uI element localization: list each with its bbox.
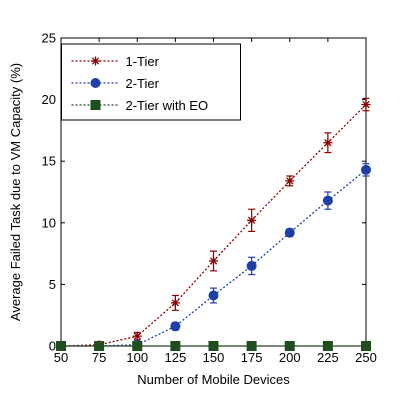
data-point-square (132, 341, 143, 351)
x-tick-label: 125 (165, 350, 187, 365)
y-tick-label: 10 (42, 215, 56, 230)
x-tick-label: 225 (317, 350, 339, 365)
data-point-circle (284, 227, 295, 238)
data-point-circle (170, 321, 181, 332)
data-point-square (246, 341, 257, 351)
x-tick-label: 75 (92, 350, 106, 365)
data-point-star (209, 256, 218, 266)
data-point-star (132, 331, 142, 341)
data-point-star (323, 138, 333, 148)
data-point-circle (322, 195, 333, 206)
x-tick-label: 200 (279, 350, 301, 365)
x-tick-label: 175 (241, 350, 263, 365)
data-point-square (208, 341, 219, 351)
data-point-square (284, 341, 295, 351)
x-tick-label: 100 (126, 350, 148, 365)
legend-item: 2-Tier with EO (71, 98, 209, 113)
data-point-square (94, 341, 105, 351)
legend-label: 1-Tier (126, 54, 160, 69)
x-tick-label: 150 (203, 350, 225, 365)
y-tick-label: 20 (42, 92, 56, 107)
legend-item: 2-Tier (71, 76, 160, 91)
data-point-circle (90, 78, 101, 88)
data-point-star (170, 298, 180, 308)
data-point-circle (246, 260, 257, 271)
data-point-star (361, 100, 371, 110)
x-axis-label: Number of Mobile Devices (137, 372, 290, 387)
data-point-square (56, 341, 66, 351)
data-point-circle (361, 164, 371, 175)
data-point-star (285, 176, 295, 186)
series-group (56, 97, 371, 351)
legend-label: 2-Tier (126, 76, 160, 91)
data-point-star (91, 56, 100, 66)
data-point-square (170, 341, 181, 351)
y-tick-label: 5 (49, 277, 56, 292)
legend: 1-Tier 2-Tier 2-Tier with EO (61, 43, 241, 121)
legend-label: 2-Tier with EO (126, 98, 209, 113)
x-tick-label: 250 (355, 350, 377, 365)
x-tick-label: 50 (54, 350, 68, 365)
y-tick-label: 25 (42, 31, 56, 46)
y-tick-label: 0 (49, 339, 56, 354)
series-3 (56, 341, 371, 351)
data-point-square (361, 341, 371, 351)
data-point-square (322, 341, 333, 351)
data-point-circle (208, 290, 219, 301)
y-axis-label: Average Failed Task due to VM Capacity (… (8, 63, 23, 321)
data-point-square (90, 100, 101, 110)
data-point-star (247, 215, 257, 225)
legend-item: 1-Tier (71, 54, 160, 69)
y-tick-label: 15 (42, 154, 56, 169)
